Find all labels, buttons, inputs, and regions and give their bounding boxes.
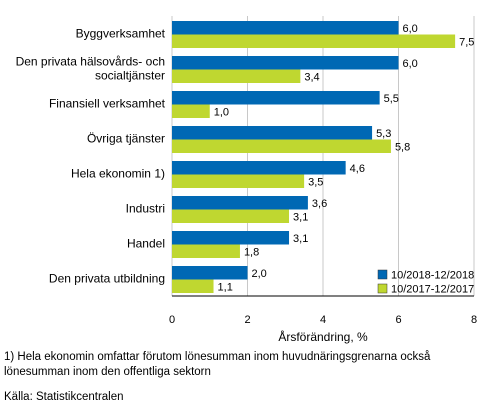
category-label-3: Övriga tjänster <box>87 132 165 146</box>
legend-swatch-1 <box>377 269 388 280</box>
data-label-1-1: 6,0 <box>403 58 418 70</box>
data-label-2-5: 3,1 <box>293 211 308 223</box>
bar-1-6 <box>172 231 290 245</box>
category-label-6: Handel <box>127 237 165 251</box>
category-label-0: Byggverksamhet <box>76 27 166 41</box>
bar-chart: 6,0 7,5 6,0 3,4 5,5 1,0 5,3 5,8 4,6 3,5 3,6 3,1 3,1 1… <box>16 16 477 344</box>
data-label-2-0: 7,5 <box>459 36 474 48</box>
category-label-5: Industri <box>126 202 165 216</box>
bar-2-3 <box>172 139 391 153</box>
bar-2-0 <box>172 34 456 48</box>
x-tick-label-1: 2 <box>244 314 250 326</box>
bar-2-5 <box>172 209 290 223</box>
legend: 10/2018-12/2018 10/2017-12/2017 <box>377 269 474 296</box>
legend-swatch-2 <box>377 283 388 294</box>
bar-2-7 <box>172 279 214 293</box>
data-label-2-6: 1,8 <box>244 246 259 258</box>
data-label-2-2: 1,0 <box>214 106 229 118</box>
category-label-4: Hela ekonomin 1) <box>71 167 165 181</box>
footnote: 1) Hela ekonomin omfattar förutom lönesu… <box>4 351 431 378</box>
category-label-7: Den privata utbildning <box>49 272 165 286</box>
legend-label-1: 10/2018-12/2018 <box>391 270 474 282</box>
category-label-1: Den privata hälsovårds- och socialtjänste… <box>16 55 165 83</box>
x-axis: 0 2 4 6 8 <box>169 295 477 326</box>
bar-2-6 <box>172 244 240 258</box>
x-axis-title: Årsförändring, % <box>278 329 368 344</box>
legend-label-2: 10/2017-12/2017 <box>391 284 474 296</box>
data-label-1-3: 5,3 <box>376 128 391 140</box>
bar-2-1 <box>172 69 301 83</box>
data-label-2-3: 5,8 <box>395 141 410 153</box>
data-label-2-1: 3,4 <box>304 71 319 83</box>
bar-2-2 <box>172 104 210 118</box>
x-tick-label-2: 4 <box>320 314 326 326</box>
data-label-2-7: 1,1 <box>218 281 233 293</box>
data-label-1-4: 4,6 <box>350 163 365 175</box>
x-tick-label-0: 0 <box>169 314 175 326</box>
x-tick-label-4: 8 <box>471 314 477 326</box>
data-label-1-5: 3,6 <box>312 198 327 210</box>
bar-1-5 <box>172 196 308 210</box>
bar-2-4 <box>172 174 305 188</box>
bars-group: 6,0 7,5 6,0 3,4 5,5 1,0 5,3 5,8 4,6 3,5 3,6 3,1 3,1 1… <box>172 21 474 293</box>
data-label-1-6: 3,1 <box>293 233 308 245</box>
data-label-1-7: 2,0 <box>252 268 267 280</box>
bar-1-1 <box>172 56 399 70</box>
bar-1-0 <box>172 21 399 35</box>
source-note: Källa: Statistikcentralen <box>4 391 124 403</box>
data-label-1-2: 5,5 <box>384 93 399 105</box>
category-labels: Byggverksamhet Den privata hälsovårds- oc… <box>16 27 166 286</box>
x-tick-label-3: 6 <box>395 314 401 326</box>
bar-1-7 <box>172 266 248 280</box>
data-label-2-4: 3,5 <box>308 176 323 188</box>
data-label-1-0: 6,0 <box>403 23 418 35</box>
category-label-2: Finansiell verksamhet <box>49 97 166 111</box>
bar-1-2 <box>172 91 380 105</box>
bar-1-3 <box>172 126 373 140</box>
bar-1-4 <box>172 161 346 175</box>
